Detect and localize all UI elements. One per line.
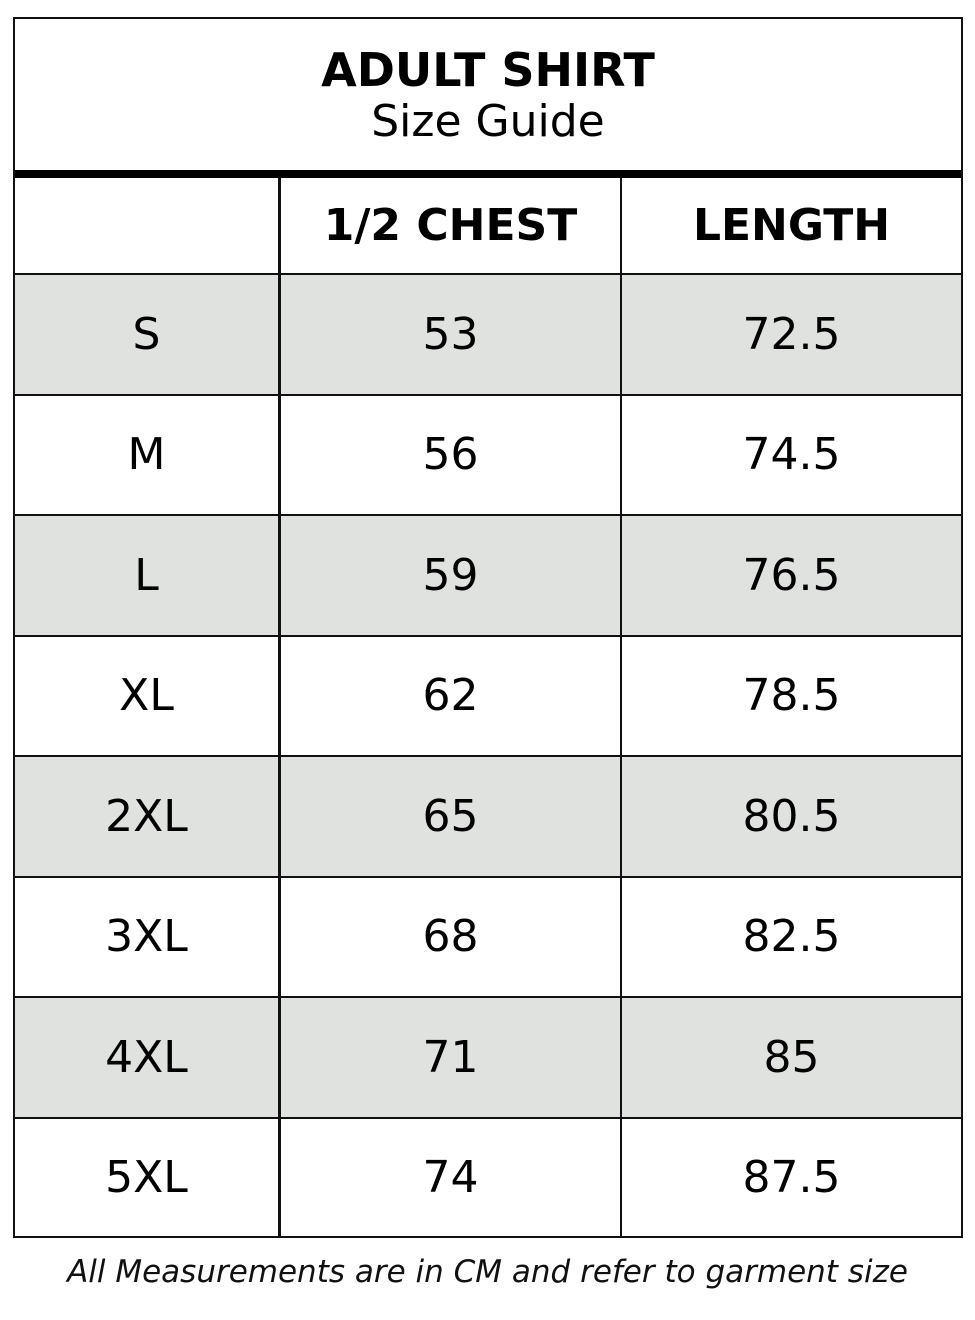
cell-size: S (15, 275, 281, 394)
cell-length: 76.5 (742, 549, 841, 601)
cell-chest: 59 (281, 516, 622, 635)
table-row: S 53 72.5 (15, 273, 961, 394)
cell-size: 4XL (15, 998, 281, 1117)
table-header-row: 1/2 CHEST LENGTH (15, 178, 961, 273)
cell-size: 5XL (15, 1118, 281, 1237)
table-row: XL 62 78.5 (15, 634, 961, 755)
cell-size: XL (15, 636, 281, 755)
table-row: 3XL 68 82.5 (15, 875, 961, 996)
cell-length: 87.5 (742, 1152, 841, 1204)
table-row: 2XL 65 80.5 (15, 755, 961, 876)
cell-length: 85 (763, 1031, 820, 1083)
cell-length: 74.5 (742, 429, 841, 481)
size-guide-table-frame: ADULT SHIRT Size Guide 1/2 CHEST LENGTH … (13, 17, 963, 1238)
cell-length: 80.5 (742, 790, 841, 842)
cell-chest: 71 (281, 998, 622, 1117)
header-cell-size (15, 178, 281, 273)
cell-chest: 56 (281, 395, 622, 514)
header-cell-chest: 1/2 CHEST (281, 178, 622, 273)
cell-size: 3XL (15, 877, 281, 996)
note-text: All Measurements are in (67, 1254, 454, 1290)
cell-size: 2XL (15, 757, 281, 876)
cell-chest: 74 (281, 1118, 622, 1237)
cell-chest: 62 (281, 636, 622, 755)
cell-chest: 53 (281, 275, 622, 394)
cell-chest: 68 (281, 877, 622, 996)
note-unit: CM (453, 1254, 503, 1290)
cell-length: 78.5 (742, 670, 841, 722)
title-divider (15, 170, 961, 178)
cell-length: 72.5 (742, 308, 841, 360)
table-row: M 56 74.5 (15, 393, 961, 514)
size-table: 1/2 CHEST LENGTH S 53 72.5 M 56 74.5 L 59 76.5 XL… (15, 178, 961, 1237)
table-row: L 59 76.5 (15, 514, 961, 635)
note-text-end: and refer to garment size (502, 1254, 908, 1290)
table-row: 4XL 71 85 (15, 996, 961, 1117)
cell-size: L (15, 516, 281, 635)
header-cell-length: LENGTH (692, 200, 891, 251)
page-title: ADULT SHIRT (321, 43, 655, 97)
page-subtitle: Size Guide (371, 96, 605, 147)
measurement-note: All Measurements are in CM and refer to … (0, 1254, 975, 1290)
cell-size: M (15, 395, 281, 514)
title-box: ADULT SHIRT Size Guide (15, 19, 961, 170)
cell-length: 82.5 (742, 911, 841, 963)
cell-chest: 65 (281, 757, 622, 876)
table-row: 5XL 74 87.5 (15, 1116, 961, 1237)
